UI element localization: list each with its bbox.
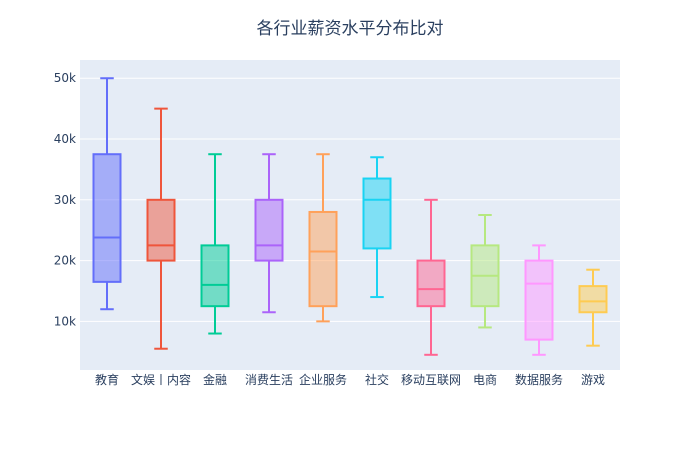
box-iqr xyxy=(578,285,608,314)
x-tick-label: 电商 xyxy=(473,372,497,387)
box-iqr xyxy=(254,198,284,262)
x-tick-label: 数据服务 xyxy=(515,372,563,387)
x-tick-label: 教育 xyxy=(95,372,119,387)
box-iqr xyxy=(416,259,446,308)
y-tick-label: 10k xyxy=(54,314,76,328)
chart-title: 各行业薪资水平分布比对 xyxy=(257,19,444,39)
box-iqr xyxy=(524,259,554,341)
box-iqr xyxy=(308,210,338,308)
box-iqr xyxy=(146,198,176,262)
y-tick-label: 30k xyxy=(54,193,76,207)
box-iqr xyxy=(362,177,392,250)
y-tick-label: 20k xyxy=(54,254,76,268)
box-iqr xyxy=(92,153,122,283)
x-tick-label: 企业服务 xyxy=(299,372,347,387)
y-tick-label: 50k xyxy=(54,71,76,85)
x-tick-label: 消费生活 xyxy=(245,373,293,387)
x-tick-label: 社交 xyxy=(365,372,389,387)
x-tick-label: 移动互联网 xyxy=(401,373,461,387)
x-tick-label: 文娱丨内容 xyxy=(131,372,191,387)
y-tick-label: 40k xyxy=(54,132,76,146)
x-tick-label: 金融 xyxy=(203,372,227,387)
plot-area: 10k 20k 30k 40k 50k 教育 文娱丨内容 金融 消费生活 企业服务 社交 移动互联网电… xyxy=(54,60,620,387)
box-iqr xyxy=(200,244,230,308)
x-tick-label: 游戏 xyxy=(581,373,605,387)
